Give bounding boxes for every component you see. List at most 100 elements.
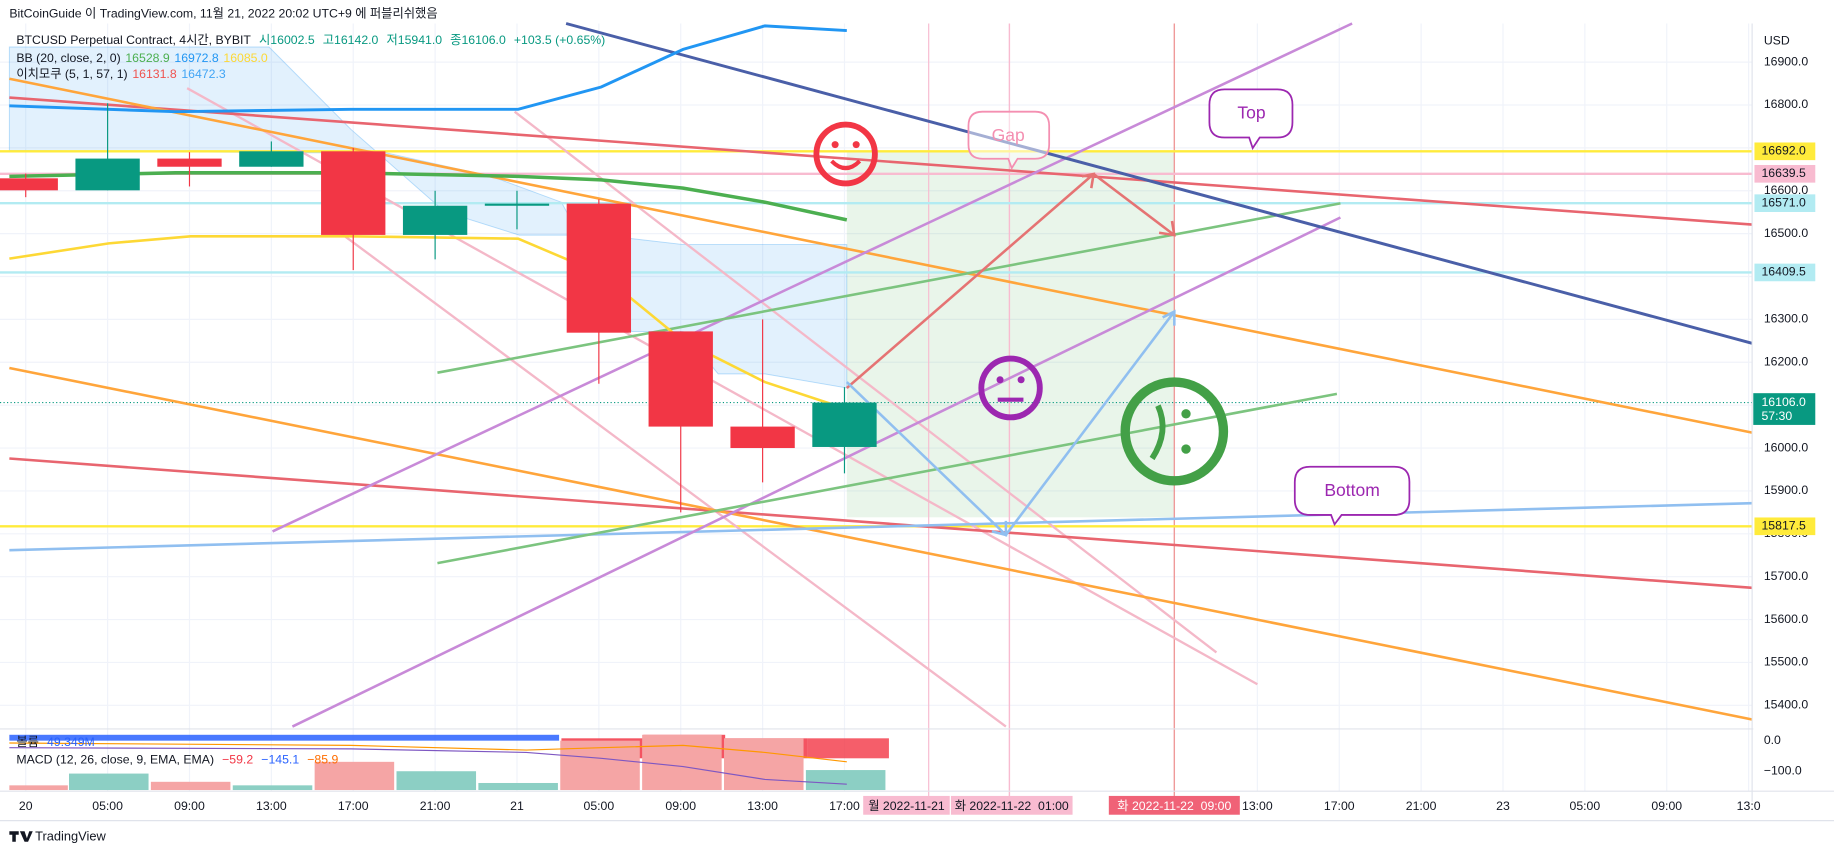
callout-top: Top: [1208, 88, 1294, 151]
y-tick-label: 15700.0: [1764, 569, 1808, 583]
indicator-value: 16472.3: [181, 67, 225, 81]
macd-value: −85.9: [307, 753, 338, 767]
level-label: 16571.0: [1761, 195, 1805, 209]
legend-symbol: BTCUSD Perpetual Contract, 4시간, BYBIT 시1…: [16, 33, 605, 47]
x-tick-label: 13:0: [1737, 799, 1761, 813]
trend-line: [326, 222, 1007, 728]
y-tick-label: 15900.0: [1764, 483, 1808, 497]
stat: 저15941.0: [386, 33, 442, 47]
last-price-label: 16106.0: [1761, 395, 1805, 409]
trend-line: [9, 366, 1753, 721]
level-label: 16409.5: [1761, 265, 1805, 279]
y-tick-label: 16500.0: [1764, 226, 1808, 240]
candles: [0, 103, 877, 513]
callout-text: Gap: [992, 125, 1025, 145]
tv-logo: [9, 831, 33, 842]
macd-label: MACD (12, 26, close, 9, EMA, EMA): [16, 753, 214, 767]
level-label: 16639.5: [1761, 166, 1805, 180]
x-tick-label: 21:00: [420, 799, 451, 813]
indicator-value: 16972.8: [174, 51, 218, 65]
x-tick-label: 09:00: [174, 799, 205, 813]
arrowhead: [1158, 220, 1176, 237]
level-label-bg: [1754, 263, 1816, 282]
x-tick-label: 13:00: [256, 799, 287, 813]
x-tick-label: 13:00: [747, 799, 778, 813]
trend-line: [9, 457, 1753, 590]
indicator-value: 16131.8: [132, 67, 176, 81]
level-label: 15817.5: [1761, 519, 1805, 533]
level-label-bg: [1754, 194, 1816, 213]
candle-body: [239, 151, 304, 167]
stat: +103.5 (+0.65%): [514, 33, 605, 47]
x-tick-label: 21: [510, 799, 524, 813]
trend-line: [565, 22, 1753, 345]
x-tick-label: 17:00: [1324, 799, 1355, 813]
y-tick-label: 16200.0: [1764, 355, 1808, 369]
indicator-legend: BB (20, close, 2, 0) 16528.9 16972.8 16085.…: [16, 51, 268, 81]
y-tick-label: 16900.0: [1764, 54, 1808, 68]
indicator: 이치모쿠 (5, 1, 57, 1) 16131.8 16472.3: [16, 67, 225, 81]
x-tick-label: 23: [1496, 799, 1510, 813]
y-tick-label: 16800.0: [1764, 97, 1808, 111]
macd-legend: MACD (12, 26, close, 9, EMA, EMA) −59.2 …: [16, 753, 338, 767]
indicator: BB (20, close, 2, 0) 16528.9 16972.8 16085.…: [16, 51, 268, 65]
candle-body: [730, 426, 795, 449]
candle-body: [321, 151, 386, 235]
countdown: 57:30: [1761, 409, 1792, 423]
candle-body: [402, 205, 468, 235]
trend-line: [513, 110, 1218, 654]
x-tick-label: 05:00: [92, 799, 123, 813]
callout-gap: Gap: [967, 110, 1051, 171]
crosshair-label: 화 2022-11-22 01:00: [955, 799, 1069, 813]
x-tick-label: 17:00: [829, 799, 860, 813]
x-tick-label: 17:00: [338, 799, 369, 813]
crosshair-label-bg: [950, 795, 1073, 815]
candle-body: [0, 178, 58, 191]
y-tick-label: 15500.0: [1764, 655, 1808, 669]
y-tick-label: 16300.0: [1764, 312, 1808, 326]
trend-line: [271, 22, 1353, 533]
candle-body: [484, 203, 550, 206]
arrowhead: [1162, 309, 1176, 326]
candle-body: [812, 402, 877, 447]
stat: 고16142.0: [323, 33, 379, 47]
level-label-bg: [1754, 164, 1816, 183]
macd-value: −59.2: [222, 753, 253, 767]
macd-tick-label: 0.0: [1764, 733, 1781, 747]
trend-line: [437, 392, 1338, 565]
smiley-sideways: [1120, 377, 1229, 486]
symbol: BTCUSD Perpetual Contract, 4시간, BYBIT: [16, 33, 251, 47]
trend-line: [9, 501, 1753, 552]
level-label: 16692.0: [1761, 144, 1805, 158]
volume-label: 볼륨: [16, 735, 39, 749]
macd-tick-label: −100.0: [1764, 763, 1802, 777]
y-tick-label: 16000.0: [1764, 440, 1808, 454]
footer: TradingView: [35, 828, 106, 843]
currency: USD: [1764, 33, 1790, 47]
y-tick-label: 16600.0: [1764, 183, 1808, 197]
arrowhead: [991, 520, 1008, 537]
trend-line: [9, 96, 1753, 226]
crosshair-label: 월 2022-11-21: [868, 799, 945, 813]
indicator-value: 16085.0: [223, 51, 267, 65]
smiley-happy: [813, 121, 878, 187]
volume-value: 49.349M: [47, 735, 95, 749]
level-label-bg: [1754, 517, 1816, 536]
arrow: [845, 173, 1095, 389]
time-axis: 20 05:00 09:00 13:00 17:00 21:00 21 05:00 09:00 1…: [19, 799, 1761, 813]
y-tick-label: 15400.0: [1764, 698, 1808, 712]
macd-histogram: [9, 734, 886, 791]
candle-body: [157, 158, 222, 167]
stat: 종16106.0: [450, 33, 506, 47]
macd-value: −145.1: [261, 753, 299, 767]
crosshair-label-bg: [863, 795, 950, 815]
x-tick-label: 05:00: [584, 799, 615, 813]
y-tick-label: 15600.0: [1764, 612, 1808, 626]
bb-upper: [9, 24, 847, 114]
smiley-neutral: [978, 355, 1043, 421]
indicator-name: BB (20, close, 2, 0): [16, 51, 120, 65]
x-tick-label: 05:00: [1570, 799, 1601, 813]
